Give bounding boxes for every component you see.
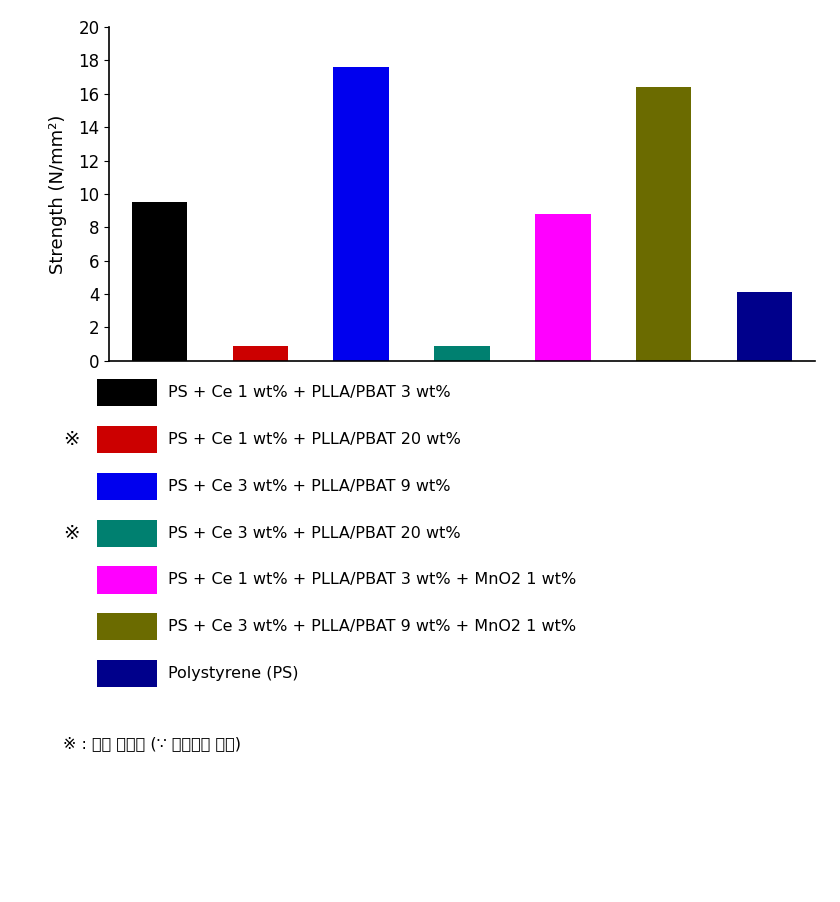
Text: PS + Ce 1 wt% + PLLA/PBAT 20 wt%: PS + Ce 1 wt% + PLLA/PBAT 20 wt% [168, 432, 461, 446]
Text: PS + Ce 3 wt% + PLLA/PBAT 20 wt%: PS + Ce 3 wt% + PLLA/PBAT 20 wt% [168, 526, 460, 540]
Bar [737, 291, 792, 361]
Text: PS + Ce 3 wt% + PLLA/PBAT 9 wt% + MnO2 1 wt%: PS + Ce 3 wt% + PLLA/PBAT 9 wt% + MnO2 1… [168, 620, 576, 634]
Bar [233, 345, 288, 361]
Bar [333, 67, 389, 361]
Bar [434, 345, 490, 361]
Text: PS + Ce 1 wt% + PLLA/PBAT 3 wt%: PS + Ce 1 wt% + PLLA/PBAT 3 wt% [168, 385, 450, 400]
Bar [636, 87, 691, 361]
Text: PS + Ce 3 wt% + PLLA/PBAT 9 wt%: PS + Ce 3 wt% + PLLA/PBAT 9 wt% [168, 479, 450, 493]
Text: ※: ※ [63, 523, 80, 543]
Bar [132, 202, 187, 361]
Y-axis label: Strength (N/mm²): Strength (N/mm²) [49, 115, 67, 273]
Bar [535, 214, 591, 361]
Text: Polystyrene (PS): Polystyrene (PS) [168, 667, 298, 681]
Text: ※: ※ [63, 429, 80, 449]
Text: ※ : 측정 불가능 (∵ 파손되지 않음): ※ : 측정 불가능 (∵ 파손되지 않음) [63, 736, 241, 750]
Text: PS + Ce 1 wt% + PLLA/PBAT 3 wt% + MnO2 1 wt%: PS + Ce 1 wt% + PLLA/PBAT 3 wt% + MnO2 1… [168, 573, 576, 587]
